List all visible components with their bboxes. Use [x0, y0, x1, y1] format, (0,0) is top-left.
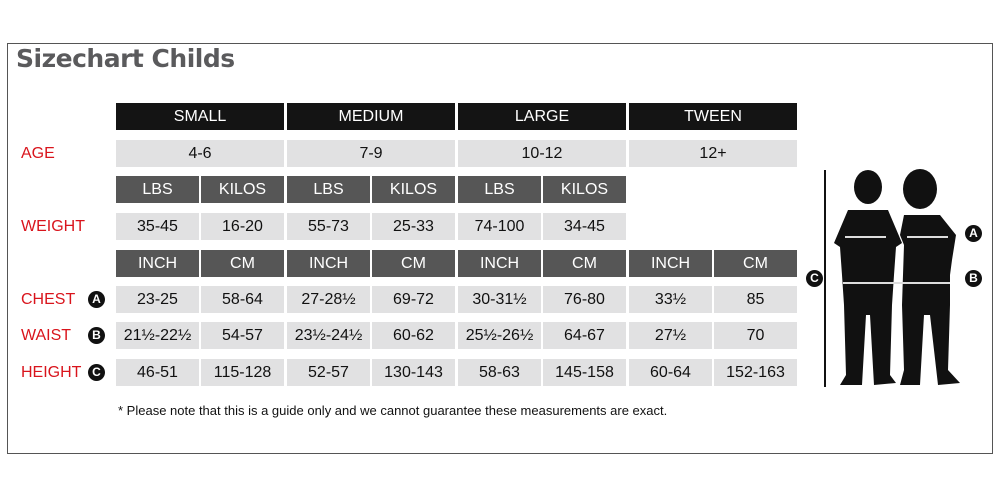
size-chart-frame	[7, 43, 993, 454]
weight-cell: 35-45	[116, 213, 199, 240]
height-cell: 58-63	[458, 359, 541, 386]
age-cell: 7-9	[287, 140, 455, 167]
girl-silhouette	[900, 169, 960, 385]
boy-silhouette	[834, 170, 902, 385]
length-unit-header: INCH	[116, 250, 199, 277]
length-unit-header: INCH	[287, 250, 370, 277]
weight-cell: 25-33	[372, 213, 455, 240]
weight-cell: 34-45	[543, 213, 626, 240]
badge-b-icon: B	[965, 270, 982, 287]
height-cell: 115-128	[201, 359, 284, 386]
height-cell: 52-57	[287, 359, 370, 386]
disclaimer-note: * Please note that this is a guide only …	[118, 403, 668, 418]
badge-a-icon: A	[88, 291, 105, 308]
weight-unit-header: LBS	[116, 176, 199, 203]
waist-label: WAIST	[21, 327, 72, 344]
weight-unit-header: LBS	[287, 176, 370, 203]
weight-cell: 16-20	[201, 213, 284, 240]
length-unit-header: CM	[372, 250, 455, 277]
weight-cell: 55-73	[287, 213, 370, 240]
chest-cell: 85	[714, 286, 797, 313]
badge-b-icon: B	[88, 327, 105, 344]
chest-cell: 33½	[629, 286, 712, 313]
chest-cell: 27-28½	[287, 286, 370, 313]
size-header-0: SMALL	[116, 103, 284, 130]
size-header-3: TWEEN	[629, 103, 797, 130]
chest-cell: 69-72	[372, 286, 455, 313]
age-cell: 4-6	[116, 140, 284, 167]
weight-unit-header: KILOS	[543, 176, 626, 203]
waist-cell: 23½-24½	[287, 322, 370, 349]
age-label: AGE	[21, 145, 55, 162]
waist-cell: 54-57	[201, 322, 284, 349]
weight-unit-header: KILOS	[372, 176, 455, 203]
height-cell: 152-163	[714, 359, 797, 386]
height-cell: 60-64	[629, 359, 712, 386]
weight-unit-header: LBS	[458, 176, 541, 203]
chest-label: CHEST	[21, 291, 76, 308]
weight-label: WEIGHT	[21, 218, 85, 235]
chest-cell: 23-25	[116, 286, 199, 313]
length-unit-header: CM	[201, 250, 284, 277]
chest-cell: 30-31½	[458, 286, 541, 313]
size-header-2: LARGE	[458, 103, 626, 130]
age-cell: 10-12	[458, 140, 626, 167]
chest-cell: 58-64	[201, 286, 284, 313]
length-unit-header: INCH	[458, 250, 541, 277]
badge-a-icon: A	[965, 225, 982, 242]
height-cell: 130-143	[372, 359, 455, 386]
children-silhouette-figure	[824, 169, 960, 387]
height-cell: 46-51	[116, 359, 199, 386]
waist-cell: 27½	[629, 322, 712, 349]
chest-cell: 76-80	[543, 286, 626, 313]
badge-c-icon: C	[806, 270, 823, 287]
waist-cell: 21½-22½	[116, 322, 199, 349]
weight-cell: 74-100	[458, 213, 541, 240]
length-unit-header: INCH	[629, 250, 712, 277]
waist-cell: 60-62	[372, 322, 455, 349]
size-header-1: MEDIUM	[287, 103, 455, 130]
height-cell: 145-158	[543, 359, 626, 386]
waist-cell: 64-67	[543, 322, 626, 349]
height-label: HEIGHT	[21, 364, 82, 381]
page-title: Sizechart Childs	[16, 44, 235, 73]
length-unit-header: CM	[543, 250, 626, 277]
weight-unit-header: KILOS	[201, 176, 284, 203]
badge-c-icon: C	[88, 364, 105, 381]
age-cell: 12+	[629, 140, 797, 167]
waist-cell: 70	[714, 322, 797, 349]
waist-cell: 25½-26½	[458, 322, 541, 349]
length-unit-header: CM	[714, 250, 797, 277]
